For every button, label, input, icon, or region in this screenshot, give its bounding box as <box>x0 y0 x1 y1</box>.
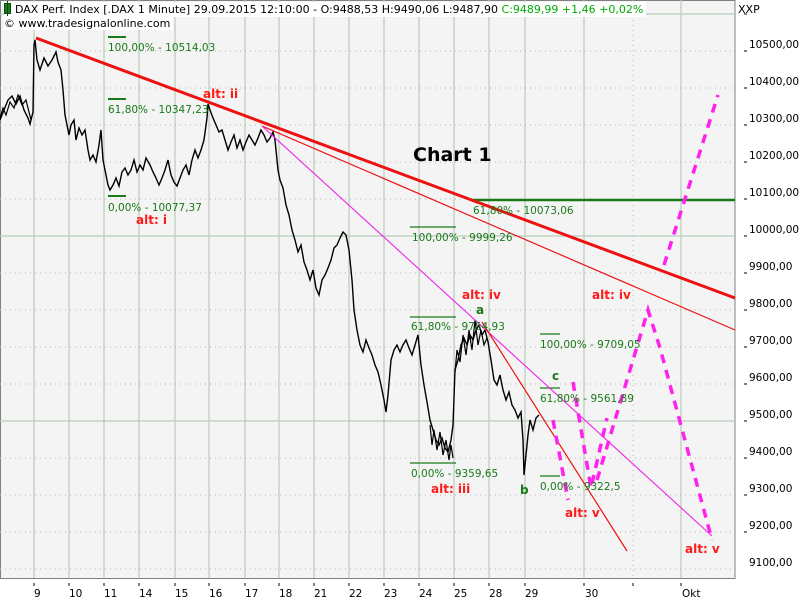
y-tick-label: 9800,00 <box>749 298 792 310</box>
wave-label-alt-i: alt: i <box>136 213 167 227</box>
header-datetime: 29.09.2015 12:10:00 <box>193 3 310 16</box>
x-tick-label: 21 <box>314 588 327 600</box>
fib-label: 61,80% - 9561,89 <box>540 393 634 405</box>
fib-label: 61,80% - 9754,93 <box>411 321 505 333</box>
x-tick-label: 29 <box>525 588 538 600</box>
y-tick-label: 9600,00 <box>749 372 792 384</box>
y-tick-label: 9500,00 <box>749 409 792 421</box>
y-tick-label: 9900,00 <box>749 261 792 273</box>
chart-header: DAX Perf. Index [.DAX 1 Minute] 29.09.20… <box>4 1 647 17</box>
wave-label-alt-iii: alt: iii <box>431 482 470 496</box>
x-tick-label: 22 <box>349 588 362 600</box>
y-tick-label: 10100,00 <box>749 187 799 199</box>
wave-labels: alt: i alt: ii alt: iii alt: iv alt: iv … <box>136 87 720 556</box>
fib-label: 61,80% - 10073,06 <box>473 205 574 217</box>
fib-label: 100,00% - 10514,03 <box>108 42 215 54</box>
y-tick-label: 10300,00 <box>749 113 799 125</box>
x-tick-label: 10 <box>69 588 82 600</box>
y-tick-label: 9200,00 <box>749 520 792 532</box>
x-tick-label: 18 <box>279 588 292 600</box>
y-tick-label: 10200,00 <box>749 150 799 162</box>
y-tick-label: 10400,00 <box>749 76 799 88</box>
wave-label-a: a <box>476 303 484 317</box>
wave-label-alt-v-2: alt: v <box>685 542 720 556</box>
vertical-gridlines <box>33 0 682 578</box>
x-tick-label: 28 <box>489 588 502 600</box>
trendlines <box>35 36 736 552</box>
thick-red-trendline <box>35 36 736 300</box>
x-tick-label: 24 <box>419 588 433 600</box>
fib-labels: 100,00% - 10514,03 61,80% - 10347,23 0,0… <box>108 42 641 493</box>
fib-label: 0,00% - 9322,5 <box>540 481 621 493</box>
x-tick-label: 16 <box>209 588 223 600</box>
fib-label: 61,80% - 10347,23 <box>108 104 209 116</box>
y-tick-label: 10500,00 <box>749 39 799 51</box>
copyright-notice: © www.tradesignalonline.com <box>4 17 174 30</box>
y-tick-label: 9300,00 <box>749 483 792 495</box>
fib-label: 100,00% - 9999,26 <box>412 232 513 244</box>
wave-label-alt-iv: alt: iv <box>462 288 501 302</box>
x-tick-label: 11 <box>104 588 117 600</box>
header-high: H:9490,06 <box>381 3 440 16</box>
x-axis: 9 10 11 14 15 16 17 18 21 22 23 24 25 28… <box>33 583 700 600</box>
header-close: C:9489,99 +1,46 +0,02% <box>501 3 644 16</box>
wave-label-c: c <box>552 369 559 383</box>
wave-label-b: b <box>520 483 529 497</box>
series-marker-icon <box>4 1 11 16</box>
header-open: O:9488,53 <box>320 3 379 16</box>
chart-title: Chart 1 <box>413 144 492 166</box>
fib-label: 0,00% - 10077,37 <box>108 202 202 214</box>
x-tick-label: 9 <box>34 588 41 600</box>
x-tick-label: 17 <box>245 588 258 600</box>
wave-label-alt-ii: alt: ii <box>203 87 238 101</box>
y-tick-label: 9100,00 <box>749 557 792 569</box>
y-axis: 10500,00 10400,00 10300,00 10200,00 1010… <box>744 13 799 569</box>
y-tick-label: 9700,00 <box>749 335 792 347</box>
x-tick-label: 15 <box>175 588 188 600</box>
fib-label: 0,00% - 9359,65 <box>411 468 498 480</box>
instrument-name: DAX Perf. Index [.DAX 1 Minute] <box>15 3 191 16</box>
x-tick-label: 23 <box>384 588 397 600</box>
thin-red-trendline <box>261 125 736 331</box>
scale-label: XXP <box>738 3 760 16</box>
x-tick-label: 25 <box>454 588 467 600</box>
header-low: L:9487,90 <box>442 3 499 16</box>
projection-paths <box>551 94 720 541</box>
plot-area <box>0 0 735 578</box>
x-tick-label: Okt <box>682 588 700 600</box>
y-tick-label: 9400,00 <box>749 446 792 458</box>
wave-label-alt-v: alt: v <box>565 506 600 520</box>
x-tick-label: 14 <box>139 588 153 600</box>
fib-label: 100,00% - 9709,05 <box>540 339 641 351</box>
wave-label-alt-iv-2: alt: iv <box>592 288 631 302</box>
y-tick-label: 10000,00 <box>749 224 799 236</box>
x-tick-label: 30 <box>585 588 598 600</box>
